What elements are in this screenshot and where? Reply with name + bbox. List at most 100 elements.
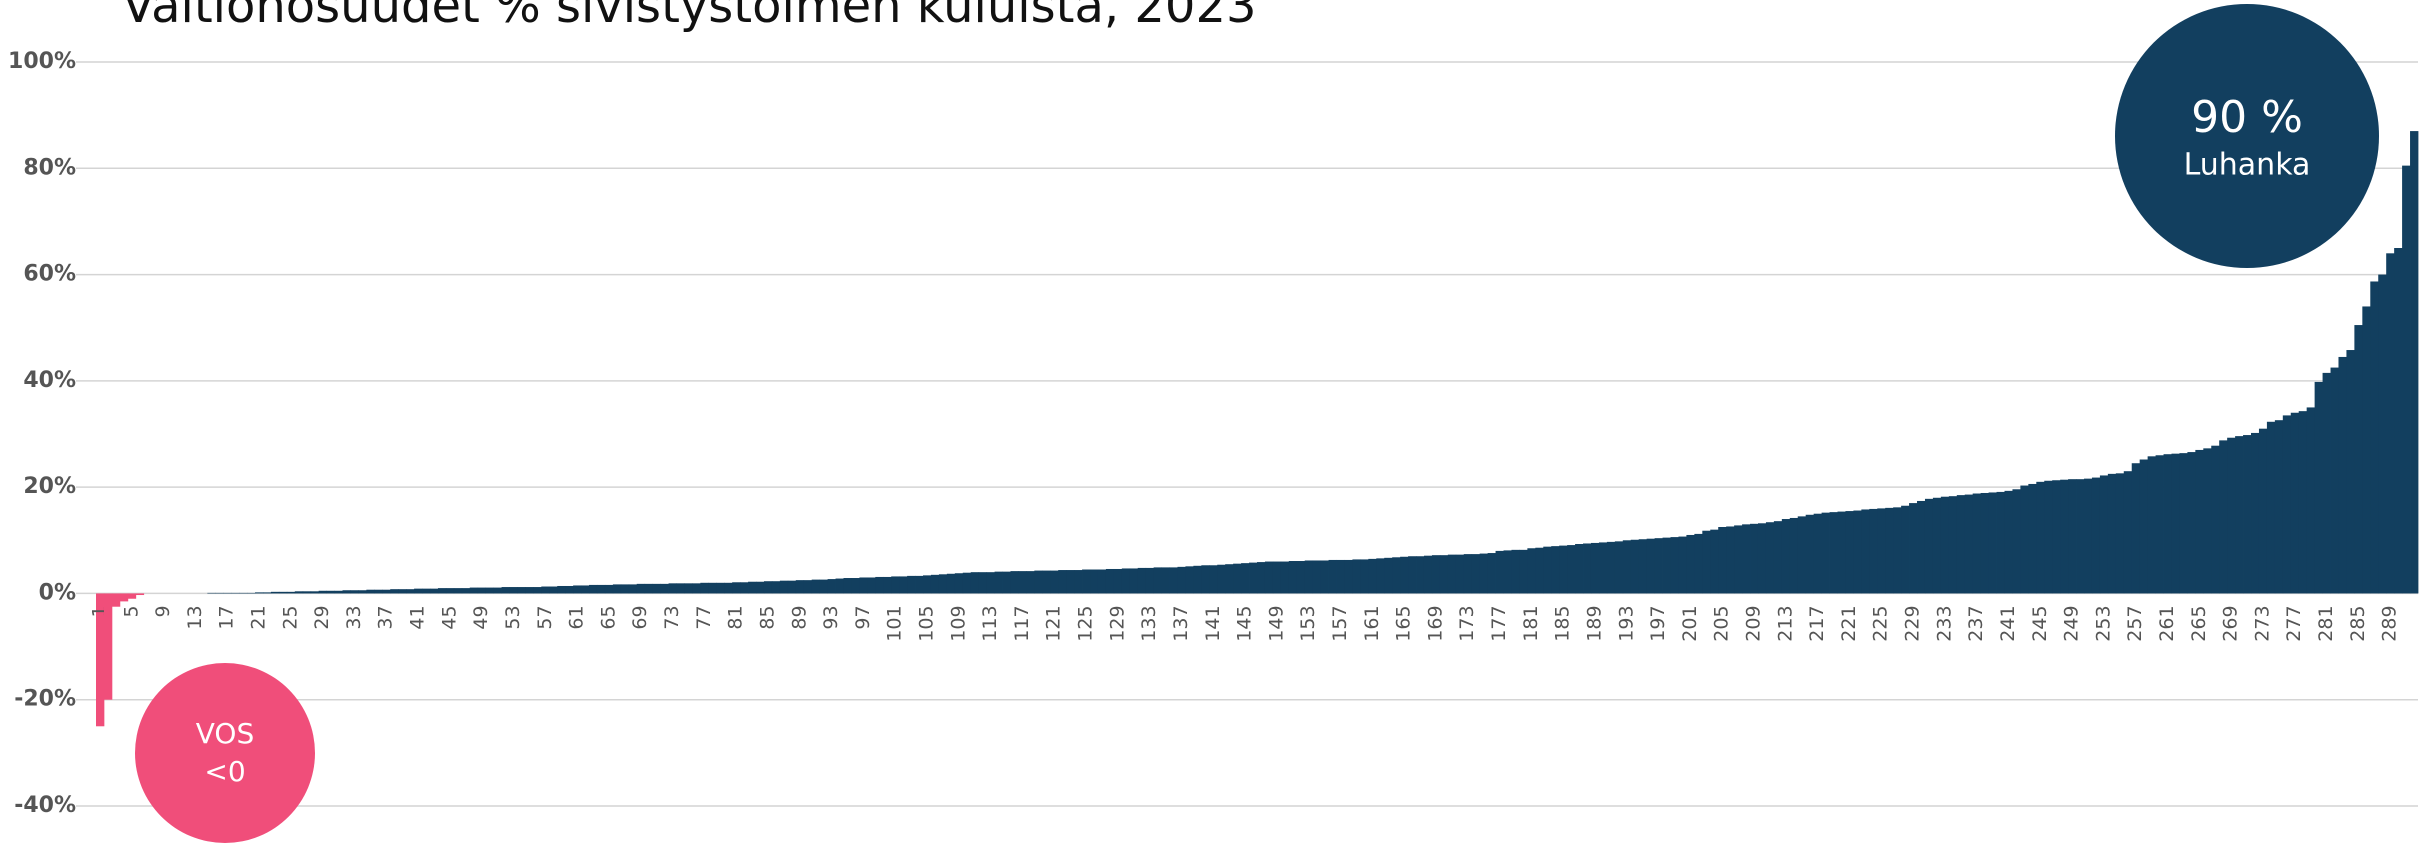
bar bbox=[231, 592, 240, 594]
x-tick-label: 89 bbox=[788, 605, 810, 629]
x-tick-label: 121 bbox=[1043, 605, 1065, 641]
bar bbox=[1583, 543, 1592, 594]
x-tick-label: 213 bbox=[1774, 605, 1796, 641]
bar bbox=[2306, 407, 2316, 594]
bar bbox=[827, 579, 836, 594]
bar bbox=[1002, 571, 1011, 594]
x-tick-label: 65 bbox=[597, 605, 619, 629]
bar bbox=[596, 584, 606, 594]
bar bbox=[883, 576, 892, 594]
bar bbox=[1503, 550, 1512, 594]
bar bbox=[2155, 455, 2164, 594]
bar bbox=[2203, 448, 2212, 594]
bar bbox=[1090, 569, 1099, 594]
bar bbox=[1606, 541, 1616, 594]
bar bbox=[660, 583, 669, 594]
x-tick-label: 261 bbox=[2156, 605, 2178, 641]
bar bbox=[2076, 479, 2085, 594]
bar bbox=[103, 593, 113, 700]
bar bbox=[326, 590, 335, 594]
bar bbox=[676, 583, 685, 594]
bar bbox=[1519, 549, 1528, 594]
x-tick-label: 225 bbox=[1870, 605, 1892, 641]
bar bbox=[2282, 415, 2292, 594]
bar bbox=[119, 593, 129, 602]
bar bbox=[1193, 565, 1202, 594]
x-tick-label: 133 bbox=[1138, 605, 1160, 641]
x-tick-label: 73 bbox=[661, 605, 683, 629]
y-tick-label: -20% bbox=[14, 687, 76, 712]
bar bbox=[390, 589, 399, 594]
bar bbox=[1670, 537, 1679, 594]
bar bbox=[2084, 478, 2093, 594]
bar bbox=[700, 582, 709, 594]
x-tick-label: 25 bbox=[279, 605, 301, 629]
bar bbox=[2099, 475, 2109, 594]
bar bbox=[986, 572, 995, 594]
bar bbox=[437, 588, 447, 594]
bar bbox=[374, 589, 383, 594]
x-tick-label: 29 bbox=[311, 605, 333, 629]
bar bbox=[286, 591, 296, 594]
bar bbox=[1296, 561, 1306, 594]
bar bbox=[485, 587, 495, 594]
bar bbox=[946, 573, 956, 594]
bar bbox=[2139, 459, 2149, 594]
bar bbox=[1869, 508, 1878, 594]
bar bbox=[1598, 542, 1608, 594]
bar bbox=[96, 593, 105, 727]
bar bbox=[1964, 494, 1974, 594]
bar bbox=[1781, 519, 1791, 594]
annotation-bubble bbox=[135, 663, 315, 843]
bar bbox=[414, 588, 423, 594]
x-tick-label: 273 bbox=[2251, 605, 2273, 641]
bar bbox=[1861, 509, 1870, 594]
bar bbox=[2147, 456, 2156, 594]
x-tick-label: 153 bbox=[1297, 605, 1319, 641]
x-tick-label: 53 bbox=[502, 605, 524, 629]
x-tick-label: 49 bbox=[470, 605, 492, 629]
bar bbox=[1622, 540, 1632, 594]
bar bbox=[708, 582, 717, 594]
bar bbox=[469, 587, 479, 594]
bar bbox=[875, 576, 884, 594]
bar bbox=[1710, 529, 1719, 594]
x-tick-label: 97 bbox=[852, 605, 874, 629]
bar bbox=[135, 593, 145, 596]
bar bbox=[1272, 561, 1282, 594]
x-tick-label: 85 bbox=[756, 605, 778, 629]
bar bbox=[2330, 367, 2339, 594]
bar bbox=[1543, 546, 1552, 594]
bar bbox=[803, 580, 813, 594]
x-tick-label: 9 bbox=[152, 605, 174, 617]
x-tick-label: 257 bbox=[2124, 605, 2146, 641]
bar bbox=[2370, 281, 2379, 594]
bar bbox=[1121, 568, 1131, 594]
x-tick-label: 201 bbox=[1679, 605, 1701, 641]
x-tick-label: 45 bbox=[438, 605, 460, 629]
bar bbox=[366, 589, 375, 594]
bar bbox=[1185, 566, 1194, 594]
bar bbox=[859, 577, 868, 594]
x-tick-label: 193 bbox=[1615, 605, 1637, 641]
bar bbox=[1885, 507, 1894, 594]
bar bbox=[1328, 559, 1337, 594]
bar bbox=[1694, 533, 1703, 594]
bar bbox=[2052, 480, 2061, 594]
bar bbox=[1066, 570, 1075, 594]
bar bbox=[1304, 560, 1314, 594]
bar bbox=[2211, 445, 2220, 594]
x-tick-label: 93 bbox=[820, 605, 842, 629]
bar bbox=[318, 590, 328, 594]
bar bbox=[2402, 165, 2411, 594]
y-tick-label: 0% bbox=[39, 580, 76, 605]
bar bbox=[270, 591, 280, 594]
x-tick-label: 117 bbox=[1011, 605, 1033, 641]
bar bbox=[1129, 568, 1139, 594]
bar bbox=[1010, 571, 1019, 594]
bar bbox=[509, 587, 518, 594]
x-tick-label: 69 bbox=[629, 605, 651, 629]
bar bbox=[127, 593, 137, 599]
bar bbox=[310, 591, 320, 594]
